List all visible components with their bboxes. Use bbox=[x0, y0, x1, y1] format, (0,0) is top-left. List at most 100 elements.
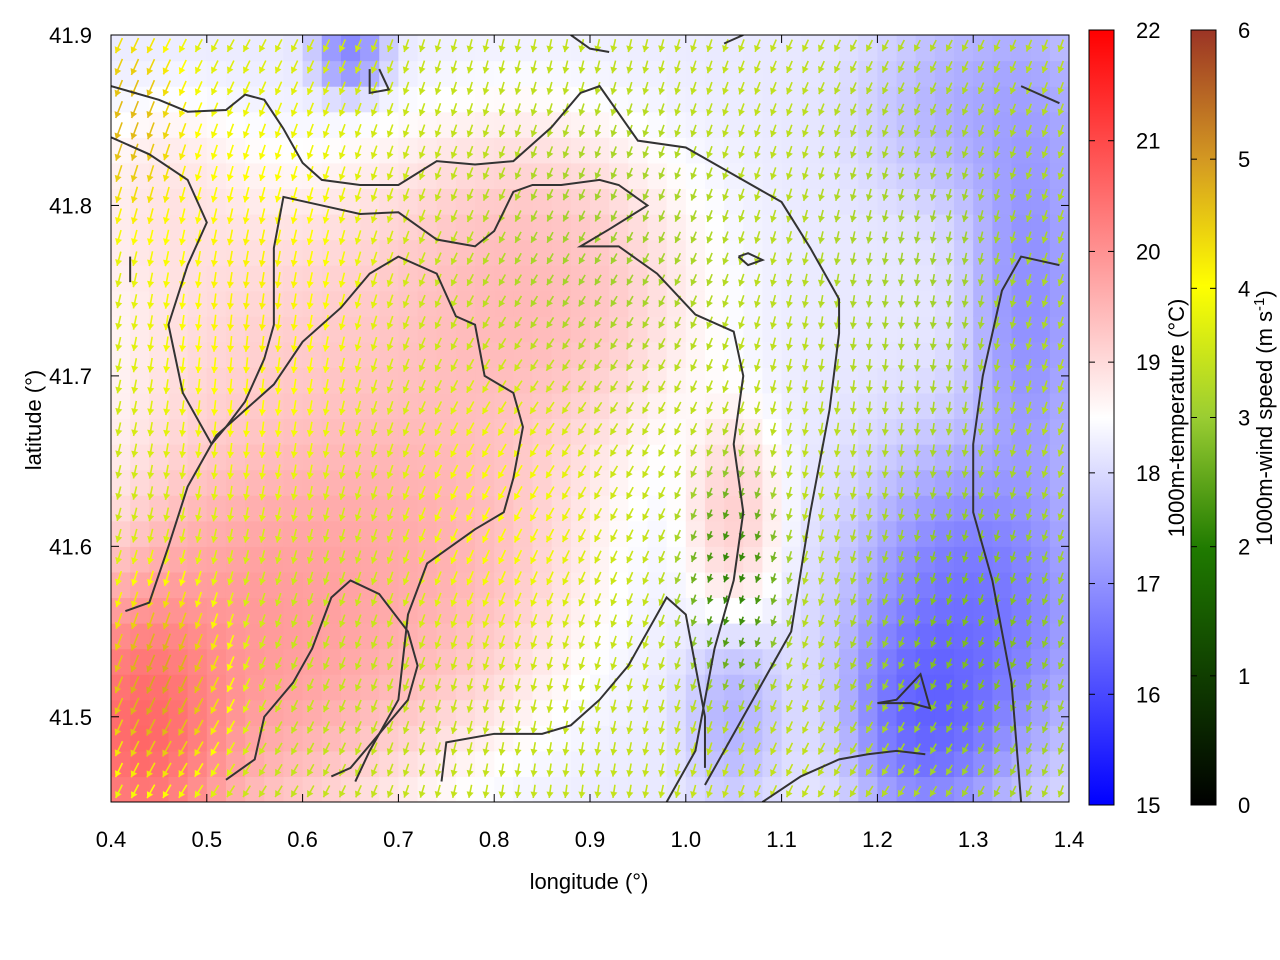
wind-arrow bbox=[865, 700, 873, 712]
wind-arrow bbox=[674, 274, 682, 286]
wind-arrow bbox=[338, 592, 346, 607]
wind-arrow bbox=[194, 81, 203, 96]
heatmap-cell bbox=[398, 520, 419, 547]
wind-arrow bbox=[242, 293, 251, 310]
wind-arrow bbox=[1041, 465, 1049, 478]
wind-arrow bbox=[354, 486, 362, 500]
heatmap-cell bbox=[704, 137, 725, 164]
wind-arrow bbox=[258, 442, 267, 459]
wind-arrow bbox=[866, 82, 873, 95]
heatmap-cell bbox=[666, 137, 687, 164]
wind-arrow bbox=[690, 401, 698, 415]
heatmap-cell bbox=[781, 86, 802, 113]
wind-arrow bbox=[801, 316, 809, 330]
heatmap-cell bbox=[819, 162, 840, 189]
wind-arrow bbox=[114, 164, 123, 182]
wind-arrow bbox=[258, 144, 266, 160]
wind-arrow bbox=[354, 592, 362, 607]
heatmap-cell bbox=[436, 648, 457, 675]
wind-arrow bbox=[226, 335, 235, 352]
heatmap-cell bbox=[206, 213, 227, 241]
wind-arrow bbox=[162, 654, 172, 673]
heatmap-cell bbox=[570, 392, 591, 420]
wind-arrow bbox=[258, 81, 267, 96]
heatmap-cell bbox=[743, 674, 764, 701]
wind-arrow bbox=[722, 167, 729, 180]
wind-arrow bbox=[897, 764, 906, 776]
wind-arrow bbox=[434, 614, 442, 628]
wind-arrow bbox=[913, 82, 921, 95]
wind-arrow bbox=[578, 146, 586, 159]
wind-arrow bbox=[593, 465, 603, 479]
heatmap-cell bbox=[743, 648, 764, 675]
wind-arrow bbox=[594, 529, 602, 543]
wind-arrow bbox=[306, 314, 314, 331]
heatmap-cell bbox=[283, 392, 304, 420]
wind-arrow bbox=[1041, 487, 1049, 500]
wind-arrow bbox=[354, 507, 362, 522]
wind-arrow bbox=[242, 60, 251, 74]
wind-arrow bbox=[514, 549, 523, 565]
wind-arrow bbox=[754, 721, 761, 734]
wind-arrow bbox=[865, 231, 873, 244]
heatmap-cell bbox=[992, 699, 1013, 726]
heatmap-cell bbox=[551, 546, 572, 573]
wind-arrow bbox=[754, 742, 761, 756]
wind-arrow bbox=[211, 421, 219, 437]
heatmap-cell bbox=[934, 648, 955, 675]
heatmap-cell bbox=[628, 137, 649, 164]
wind-arrow bbox=[881, 273, 889, 287]
wind-arrow bbox=[338, 635, 346, 649]
heatmap-cell bbox=[877, 239, 898, 266]
wind-arrow bbox=[529, 380, 539, 393]
wind-arrow bbox=[418, 209, 426, 223]
wind-arrow bbox=[242, 464, 251, 480]
wind-arrow bbox=[211, 485, 219, 501]
wind-arrow bbox=[977, 231, 985, 244]
wind-arrow bbox=[690, 530, 698, 542]
heatmap-cell bbox=[570, 571, 591, 599]
wind-arrow bbox=[370, 720, 378, 734]
wind-arrow bbox=[849, 231, 857, 244]
heatmap-cell bbox=[762, 392, 783, 420]
heatmap-cell bbox=[570, 60, 591, 87]
wind-arrow bbox=[626, 508, 634, 521]
wind-arrow bbox=[770, 39, 777, 53]
heatmap-cell bbox=[934, 444, 955, 471]
wind-arrow bbox=[370, 784, 378, 798]
heatmap-cell bbox=[225, 699, 246, 726]
wind-arrow bbox=[626, 231, 634, 244]
heatmap-cell bbox=[839, 316, 859, 343]
wind-arrow bbox=[641, 401, 650, 414]
wind-arrow bbox=[817, 167, 825, 180]
wind-arrow bbox=[130, 697, 140, 715]
wind-arrow bbox=[770, 742, 778, 756]
heatmap-cell bbox=[609, 392, 629, 420]
wind-arrow bbox=[817, 209, 825, 223]
wind-arrow bbox=[130, 143, 139, 161]
wind-arrow bbox=[706, 103, 713, 116]
wind-arrow bbox=[210, 592, 218, 608]
wind-arrow bbox=[242, 677, 251, 692]
wind-arrow bbox=[370, 272, 378, 288]
wind-arrow bbox=[1041, 615, 1049, 627]
wind-arrow bbox=[897, 721, 905, 733]
wind-arrow bbox=[210, 613, 219, 629]
wind-arrow bbox=[370, 635, 378, 649]
heatmap-cell bbox=[455, 35, 476, 62]
heatmap-cell bbox=[1049, 725, 1069, 752]
wind-arrow bbox=[913, 210, 921, 223]
wind-arrow bbox=[242, 208, 250, 224]
heatmap-cell bbox=[743, 111, 764, 138]
heatmap-cell bbox=[934, 265, 955, 292]
wind-arrow bbox=[162, 229, 171, 246]
wind-arrow bbox=[801, 401, 809, 415]
wind-arrow bbox=[1041, 82, 1049, 95]
wind-arrow bbox=[578, 210, 586, 222]
heatmap-cell bbox=[685, 367, 706, 394]
wind-arrow bbox=[642, 316, 650, 329]
wind-arrow bbox=[1009, 615, 1017, 627]
contour-line bbox=[1020, 85, 1060, 105]
wind-arrow bbox=[626, 635, 634, 649]
heatmap-cell bbox=[934, 520, 955, 547]
